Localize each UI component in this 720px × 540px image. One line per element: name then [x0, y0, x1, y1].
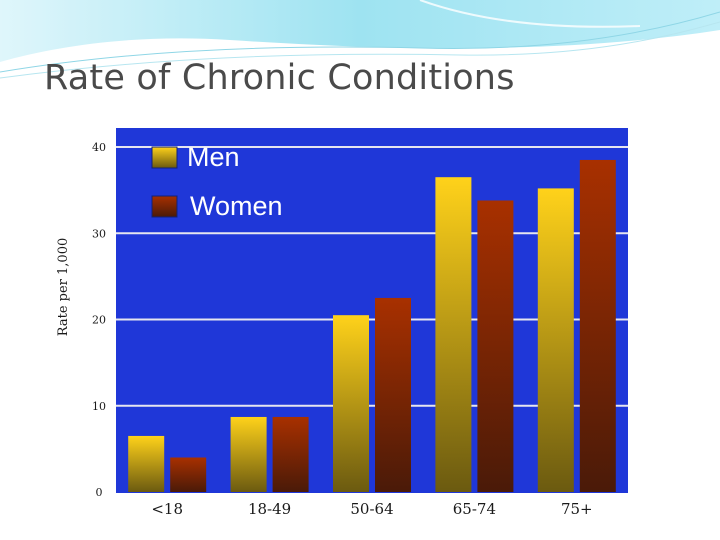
y-tick-label: 0 [96, 486, 103, 499]
x-tick-label: 65-74 [453, 500, 496, 518]
slide-title: Rate of Chronic Conditions [44, 58, 515, 98]
bar-women [375, 297, 411, 492]
y-tick-label: 20 [92, 314, 106, 327]
legend-swatch-women [151, 195, 178, 218]
bar-men [435, 177, 472, 492]
bar-men [128, 435, 165, 492]
y-axis-label: Rate per 1,000 [56, 238, 71, 336]
x-tick-label: 50-64 [350, 500, 393, 518]
x-tick-label: 18-49 [248, 500, 291, 518]
bar-men [230, 416, 267, 492]
x-tick-label: 75+ [561, 500, 593, 518]
bar-women [579, 159, 616, 492]
bar-women [272, 416, 309, 492]
legend-label-men: Men [187, 142, 240, 172]
legend: Men Women [151, 142, 283, 221]
y-tick-label: 10 [92, 400, 106, 413]
y-tick-label: 40 [92, 141, 106, 154]
legend-swatch-men [151, 146, 178, 169]
bar-women [477, 200, 514, 492]
header-swoosh-decoration [0, 0, 720, 79]
y-tick-label: 30 [92, 227, 106, 240]
legend-label-women: Women [190, 191, 283, 221]
bar-women [170, 457, 207, 492]
bar-men [333, 315, 369, 492]
bar-men [537, 188, 574, 492]
x-tick-label: <18 [151, 500, 183, 518]
